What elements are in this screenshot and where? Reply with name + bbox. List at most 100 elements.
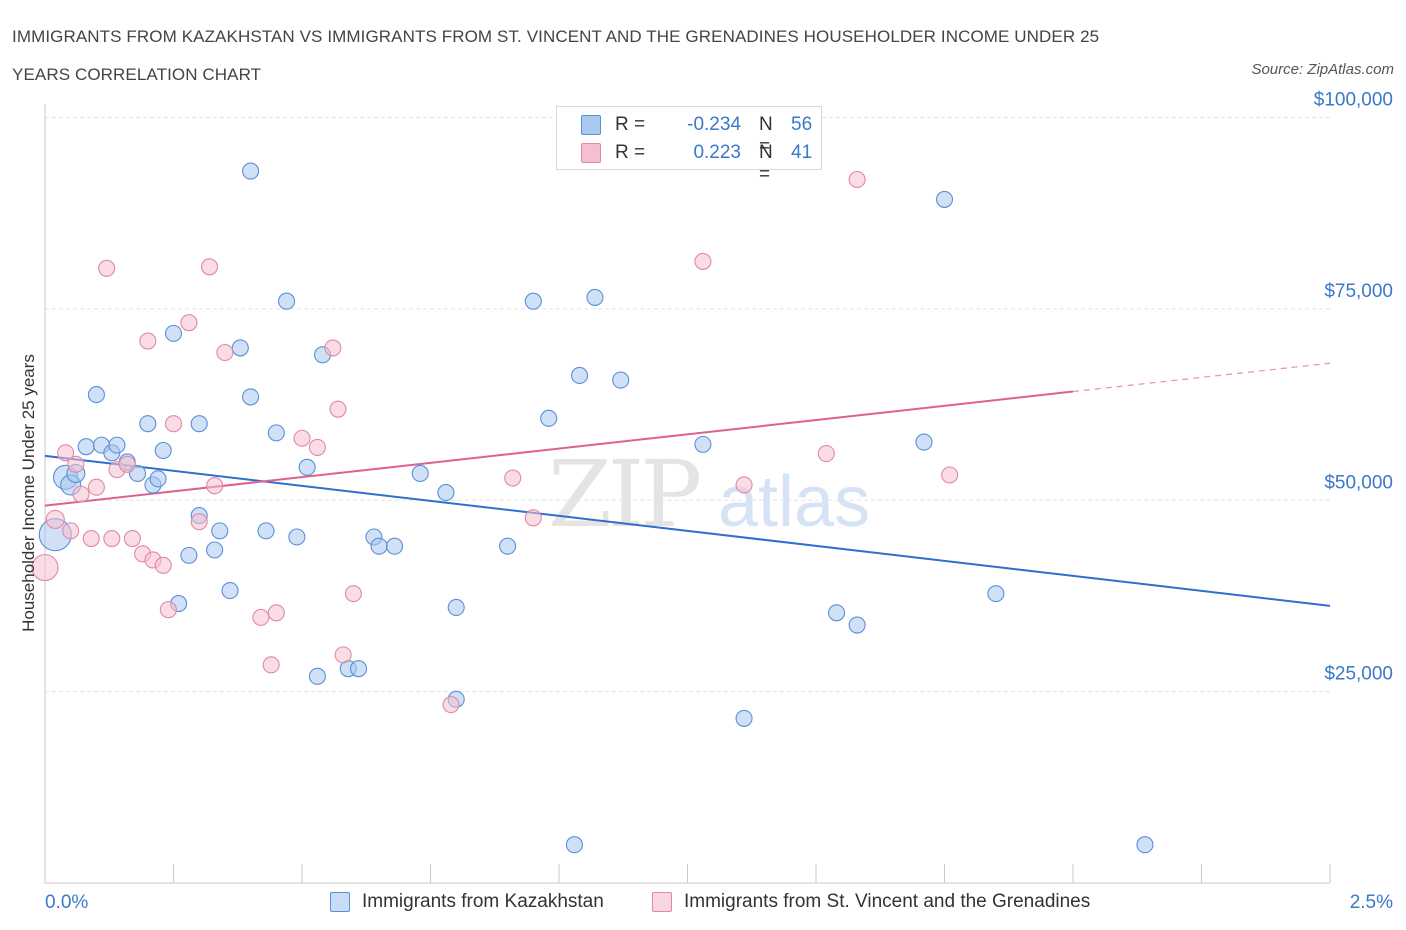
x-tick-label-min: 0.0%: [45, 892, 88, 913]
bottom-legend-swatch-blue: [330, 892, 350, 912]
point-kazakhstan: [612, 371, 630, 389]
legend-n-value: 41: [791, 142, 813, 163]
point-st-vincent: [123, 529, 141, 548]
point-st-vincent: [206, 477, 224, 495]
chart-title-line-2: YEARS CORRELATION CHART: [12, 65, 262, 84]
correlation-legend: R = -0.234 N = 56 R = 0.223 N = 41: [556, 106, 822, 185]
point-st-vincent: [62, 522, 80, 540]
point-st-vincent: [941, 466, 959, 484]
point-st-vincent: [817, 445, 835, 463]
point-st-vincent: [262, 656, 280, 674]
point-st-vincent: [180, 314, 198, 332]
point-kazakhstan: [565, 836, 583, 854]
point-kazakhstan: [298, 458, 316, 476]
point-st-vincent: [118, 455, 136, 473]
point-st-vincent: [324, 339, 342, 357]
point-st-vincent: [216, 343, 234, 362]
point-st-vincent: [694, 252, 712, 270]
point-kazakhstan: [540, 409, 558, 427]
point-st-vincent: [139, 332, 157, 350]
point-st-vincent: [735, 476, 753, 494]
axes: [44, 104, 1331, 884]
point-st-vincent: [329, 400, 347, 418]
point-kazakhstan: [385, 537, 404, 555]
point-kazakhstan: [437, 484, 455, 502]
chart-title-line-1: IMMIGRANTS FROM KAZAKHSTAN VS IMMIGRANTS…: [12, 27, 1100, 46]
point-kazakhstan: [828, 604, 846, 622]
point-kazakhstan: [257, 522, 275, 540]
bottom-legend-swatch-pink: [652, 892, 672, 912]
bottom-legend-label: Immigrants from Kazakhstan: [362, 891, 604, 912]
point-kazakhstan: [447, 598, 465, 616]
point-st-vincent: [442, 696, 460, 714]
point-kazakhstan: [267, 424, 285, 442]
legend-r-label: R =: [615, 142, 646, 163]
point-st-vincent: [524, 509, 542, 527]
data-points: [31, 162, 1154, 854]
watermark: ZIP atlas: [548, 441, 870, 548]
point-kazakhstan: [370, 537, 388, 555]
legend-n-value: 56: [791, 114, 813, 135]
point-kazakhstan: [164, 324, 183, 342]
point-kazakhstan: [1136, 836, 1154, 854]
legend-r-label: R =: [615, 114, 646, 135]
point-kazakhstan: [108, 436, 126, 454]
legend-swatch-blue: [581, 115, 601, 135]
point-st-vincent: [31, 554, 59, 582]
point-kazakhstan: [278, 292, 296, 310]
point-kazakhstan: [735, 709, 753, 727]
point-kazakhstan: [848, 616, 866, 634]
point-kazakhstan: [221, 582, 239, 600]
source-label: Source: ZipAtlas.com: [1251, 61, 1394, 78]
point-st-vincent: [57, 444, 75, 462]
point-kazakhstan: [206, 541, 224, 559]
point-kazakhstan: [180, 546, 198, 564]
x-tick-label-max: 2.5%: [1350, 892, 1393, 913]
legend-r-value: -0.234: [687, 114, 741, 135]
y-axis-title: Householder Income Under 25 years: [19, 354, 38, 632]
point-st-vincent: [87, 478, 105, 496]
point-st-vincent: [293, 429, 311, 447]
point-st-vincent: [103, 529, 121, 548]
y-tick-label: $50,000: [1324, 472, 1393, 493]
y-tick-label: $100,000: [1314, 90, 1393, 111]
point-kazakhstan: [242, 162, 260, 180]
point-kazakhstan: [139, 415, 157, 433]
point-st-vincent: [334, 646, 352, 664]
point-kazakhstan: [524, 292, 542, 310]
point-kazakhstan: [915, 433, 933, 451]
point-st-vincent: [190, 513, 208, 531]
point-st-vincent: [848, 170, 866, 189]
legend-swatch-pink: [581, 143, 601, 163]
point-kazakhstan: [935, 190, 954, 208]
point-kazakhstan: [349, 660, 368, 678]
point-st-vincent: [200, 258, 219, 276]
point-kazakhstan: [149, 470, 167, 488]
axis-labels: $25,000 $50,000 $75,000 $100,000 0.0% 2.5% Hou…: [19, 90, 1393, 914]
y-tick-label: $25,000: [1324, 664, 1393, 685]
point-st-vincent: [308, 438, 326, 456]
point-kazakhstan: [211, 522, 229, 540]
point-st-vincent: [82, 529, 100, 548]
point-st-vincent: [154, 556, 172, 574]
bottom-legend-label: Immigrants from St. Vincent and the Gren…: [684, 891, 1091, 912]
point-st-vincent: [267, 604, 285, 622]
point-kazakhstan: [987, 585, 1005, 603]
point-st-vincent: [159, 601, 177, 619]
trend-line-st-vincent-extension: [1072, 362, 1331, 393]
point-st-vincent: [98, 259, 116, 277]
point-st-vincent: [72, 485, 90, 503]
point-kazakhstan: [586, 288, 604, 306]
point-st-vincent: [344, 585, 362, 603]
point-st-vincent: [252, 608, 270, 626]
legend-n-label: N =: [759, 142, 773, 185]
point-kazakhstan: [308, 667, 326, 685]
watermark-atlas: atlas: [718, 462, 870, 542]
watermark-zip: ZIP: [548, 441, 699, 548]
point-kazakhstan: [231, 339, 249, 357]
point-kazakhstan: [288, 528, 306, 546]
point-st-vincent: [504, 469, 522, 487]
point-kazakhstan: [499, 537, 517, 555]
point-st-vincent: [45, 509, 65, 529]
